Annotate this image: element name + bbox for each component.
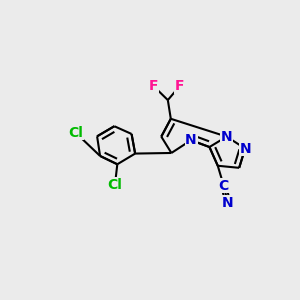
Text: N: N (239, 142, 251, 155)
Text: C: C (219, 179, 229, 193)
Text: F: F (149, 79, 158, 93)
Text: Cl: Cl (68, 126, 83, 140)
Text: F: F (175, 79, 184, 93)
Text: N: N (222, 196, 234, 210)
Text: Cl: Cl (107, 178, 122, 192)
Text: N: N (185, 133, 197, 147)
Text: N: N (221, 130, 232, 144)
